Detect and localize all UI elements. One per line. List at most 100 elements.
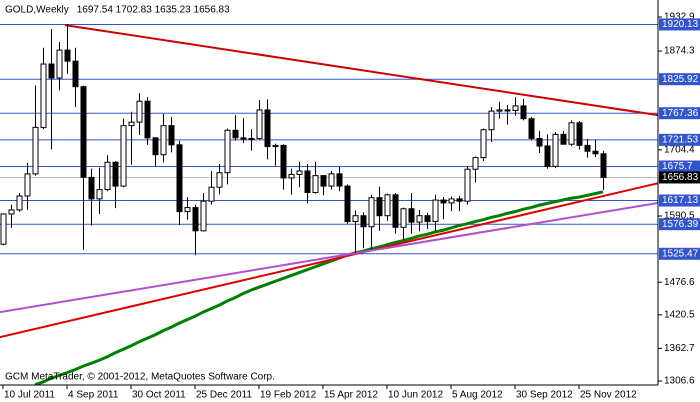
level-label: 1525.47 [662, 248, 699, 259]
candle-body [456, 198, 463, 202]
candle-body [424, 215, 431, 223]
candle-body [304, 170, 311, 193]
candle-body [264, 109, 271, 148]
ohlc-text: 1697.54 1702.83 1635.23 1656.83 [77, 5, 230, 16]
level-label: 1767.36 [662, 108, 699, 119]
y-tick-label: 1874.3 [664, 46, 695, 57]
candle-body [184, 207, 191, 213]
candle-body [56, 49, 63, 79]
y-tick-label: 1590.5 [664, 211, 695, 222]
candle-body [576, 122, 583, 146]
candle-body [120, 125, 127, 187]
level-label-box [659, 73, 700, 86]
candle-body [488, 110, 495, 131]
plot-area [0, 23, 658, 385]
candle-body [376, 197, 383, 217]
y-tick-label: 1362.7 [664, 343, 695, 354]
candle-body [80, 86, 87, 178]
candle-body [272, 144, 279, 148]
candle-body [440, 199, 447, 204]
x-tick-label: 30 Sep 2012 [516, 390, 573, 401]
candle-body [448, 198, 455, 204]
candle-body [416, 215, 423, 223]
level-label: 1576.39 [662, 219, 699, 230]
candle-body [144, 100, 151, 139]
candle-body [16, 195, 23, 211]
y-tick-label: 1420.5 [664, 309, 695, 320]
candle-body [360, 215, 367, 228]
candle-body [224, 129, 231, 174]
candle-body [216, 172, 223, 188]
level-label-box [659, 18, 700, 31]
level-label-box [659, 160, 700, 173]
candle-body [160, 125, 167, 156]
candle-body [408, 208, 415, 223]
candle-body [280, 144, 287, 179]
candle-body [256, 109, 263, 139]
candle-body [200, 200, 207, 232]
candle-body [168, 125, 175, 146]
level-label: 1825.92 [662, 74, 699, 85]
candle-body [296, 170, 303, 175]
candle-body [72, 60, 79, 88]
x-tick-label: 4 Sep 2011 [68, 390, 119, 401]
candle-body [64, 49, 71, 62]
current-price-box [659, 171, 700, 184]
y-tick-label: 1476.6 [664, 277, 695, 288]
candle-body [312, 175, 319, 193]
candle-body [176, 144, 183, 213]
candle-body [192, 207, 199, 232]
x-tick-label: 25 Dec 2011 [196, 390, 252, 401]
chart-title: GOLD,Weekly [5, 5, 69, 16]
candle-body [288, 173, 295, 179]
level-label: 1721.53 [662, 135, 699, 146]
candle-body [208, 186, 215, 202]
candle-body [368, 197, 375, 228]
x-tick-label: 19 Feb 2012 [260, 390, 317, 401]
candle-body [568, 122, 575, 145]
candle-body [320, 175, 327, 187]
candle-body [592, 150, 599, 155]
candle-body [336, 173, 343, 187]
candle-body [344, 185, 351, 223]
moving-average [34, 190, 604, 385]
candle-body [560, 133, 567, 145]
candle-body [24, 173, 31, 197]
candle-body [400, 208, 407, 228]
level-label-box [659, 194, 700, 207]
candle-body [384, 194, 391, 217]
candle-body [512, 105, 519, 112]
level-label: 1617.13 [662, 195, 699, 206]
level-label-box [659, 247, 700, 260]
candle-body [128, 121, 135, 127]
y-tick-label: 1932.9 [664, 12, 695, 23]
candle-body [464, 168, 471, 202]
x-tick-label: 5 Aug 2012 [452, 390, 503, 401]
candle-body [88, 176, 95, 200]
level-label-box [659, 218, 700, 231]
candle-body [352, 215, 359, 223]
trendline [0, 201, 658, 314]
x-tick-label: 15 Apr 2012 [324, 390, 378, 401]
candle-body [552, 133, 559, 167]
candle-body [480, 129, 487, 159]
level-label: 1920.13 [662, 19, 699, 30]
x-tick-label: 10 Jul 2011 [4, 390, 55, 401]
candle-body [112, 161, 119, 187]
candle-body [544, 145, 551, 167]
candle-body [232, 129, 239, 139]
candle-body [8, 209, 15, 215]
x-tick-label: 10 Jun 2012 [388, 390, 443, 401]
current-price-label: 1656.83 [662, 172, 699, 183]
candle-body [136, 100, 143, 123]
candle-body [392, 194, 399, 228]
candle-body [472, 157, 479, 170]
candle-body [496, 109, 503, 112]
candle-body [504, 109, 511, 112]
trendline [0, 182, 658, 339]
candle-body [152, 137, 159, 156]
candle-body [48, 63, 55, 79]
x-tick-label: 25 Nov 2012 [580, 390, 637, 401]
level-label: 1675.7 [662, 161, 693, 172]
